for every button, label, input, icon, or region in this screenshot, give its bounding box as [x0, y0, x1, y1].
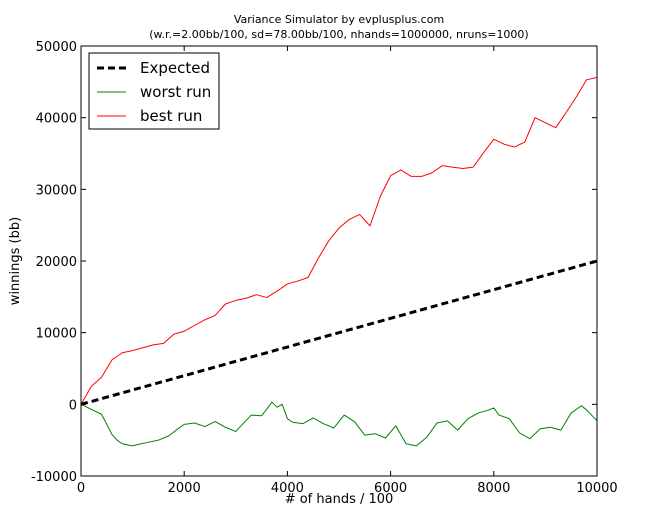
legend-label-worst-run: worst run [140, 83, 211, 101]
y-tick-label: 10000 [36, 327, 77, 342]
series-line-best-run [80, 77, 598, 405]
series-layer [80, 77, 598, 447]
x-tick-label: 2000 [168, 481, 201, 496]
series-line-expected [80, 259, 598, 406]
y-axis-label: winnings (bb) [8, 217, 23, 305]
legend: Expected worst run best run [88, 52, 220, 130]
legend-label-best-run: best run [140, 107, 202, 125]
y-tick-label: 40000 [36, 112, 77, 127]
series-line-worst-run [80, 401, 598, 447]
x-tick-label: 10000 [576, 481, 617, 496]
y-tick-label: 0 [69, 398, 77, 413]
x-tick-label: 8000 [477, 481, 510, 496]
y-tick-label: -10000 [31, 470, 77, 485]
chart-title: Variance Simulator by evplusplus.com [234, 13, 444, 26]
y-tick-label: 30000 [36, 183, 77, 198]
x-axis-label: # of hands / 100 [285, 492, 394, 507]
y-tick-label: 50000 [36, 40, 77, 55]
chart-subtitle: (w.r.=2.00bb/100, sd=78.00bb/100, nhands… [149, 28, 528, 41]
legend-label-expected: Expected [140, 59, 210, 77]
x-tick-label: 0 [77, 481, 85, 496]
x-tick-label: 4000 [271, 481, 304, 496]
y-tick-label: 20000 [36, 255, 77, 270]
ticks-layer: 0 2000 4000 6000 8000 10000-10000010000200003… [31, 40, 618, 496]
x-tick-label: 6000 [374, 481, 407, 496]
